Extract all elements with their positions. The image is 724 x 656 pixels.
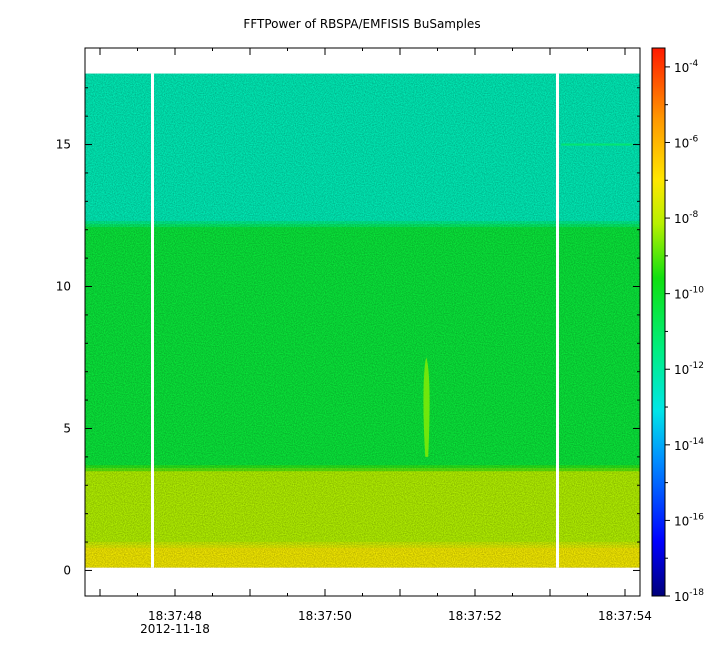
colorbar-tick-label: 10-4 [674, 59, 699, 75]
colorbar-tick-label: 10-18 [674, 588, 704, 604]
x-tick-label: 18:37:52 [448, 609, 502, 623]
x-tick-label: 18:37:50 [298, 609, 352, 623]
data-gap [151, 73, 154, 568]
y-tick-label: 15 [56, 138, 71, 152]
colorbar-tick-label: 10-10 [674, 286, 704, 302]
emission-feature [423, 357, 430, 457]
x-tick-date-label: 2012-11-18 [140, 622, 210, 636]
spectrogram-texture [85, 73, 640, 568]
colorbar: 10-18 10-16 10-14 10-12 10-10 10-8 10-6 10-4 [651, 47, 704, 604]
x-tick-label: 18:37:54 [598, 609, 652, 623]
data-gap [556, 73, 559, 568]
colorbar-gradient [651, 47, 666, 597]
colorbar-tick-label: 10-12 [674, 361, 704, 377]
chart-title: FFTPower of RBSPA/EMFISIS BuSamples [243, 17, 481, 31]
y-tick-label: 5 [63, 421, 71, 435]
y-tick-label: 10 [56, 280, 71, 294]
emission-line [561, 143, 633, 146]
colorbar-tick-label: 10-6 [674, 134, 699, 150]
x-tick-label: 18:37:48 [148, 609, 202, 623]
colorbar-tick-label: 10-14 [674, 437, 704, 453]
y-tick-label: 0 [63, 563, 71, 577]
colorbar-tick-label: 10-8 [674, 210, 699, 226]
colorbar-tick-label: 10-16 [674, 512, 704, 528]
